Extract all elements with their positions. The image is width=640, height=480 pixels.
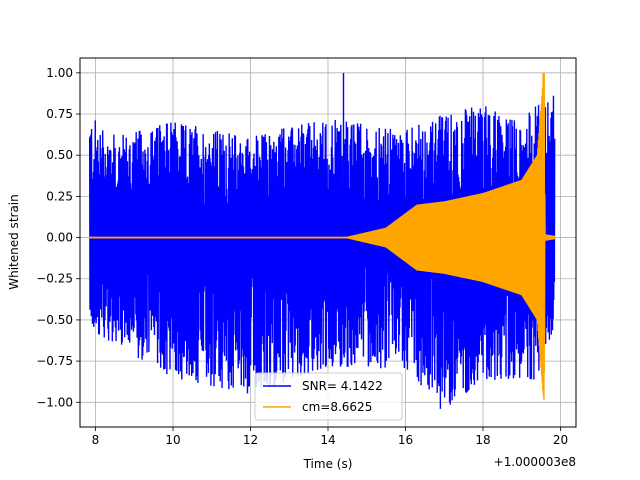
x-tick-label: 14 [320, 433, 335, 447]
y-tick-label: −0.25 [36, 272, 73, 286]
y-tick-label: 0.25 [46, 189, 73, 203]
x-tick-label: 20 [553, 433, 568, 447]
series-snr-line [88, 72, 556, 409]
x-tick-label: 12 [243, 433, 258, 447]
y-tick-label: −0.50 [36, 313, 73, 327]
y-tick-label: −1.00 [36, 395, 73, 409]
x-tick-label: 8 [92, 433, 100, 447]
y-tick-label: 0.00 [46, 231, 73, 245]
legend-box [254, 372, 403, 421]
legend-label-cm: cm=8.6625 [302, 400, 372, 414]
y-tick-label: 0.75 [46, 107, 73, 121]
x-tick-label: 10 [165, 433, 180, 447]
axis-ticks: 8 10 12 14 16 18 20 −1.00 −0.75 −0.50 −0.25 0.00 0.2… [36, 66, 568, 447]
y-tick-label: 1.00 [46, 66, 73, 80]
legend-label-snr: SNR= 4.1422 [302, 379, 383, 393]
x-axis-label: Time (s) [303, 457, 353, 471]
x-tick-label: 16 [398, 433, 413, 447]
legend: SNR= 4.1422 cm=8.6625 [254, 372, 403, 421]
x-axis-offset-label: +1.000003e8 [494, 455, 576, 469]
plot-series [88, 72, 556, 409]
x-tick-label: 18 [475, 433, 490, 447]
y-tick-label: −0.75 [36, 354, 73, 368]
y-axis-label: Whitened strain [7, 194, 21, 290]
series-cm-line [89, 72, 556, 401]
y-tick-label: 0.50 [46, 148, 73, 162]
